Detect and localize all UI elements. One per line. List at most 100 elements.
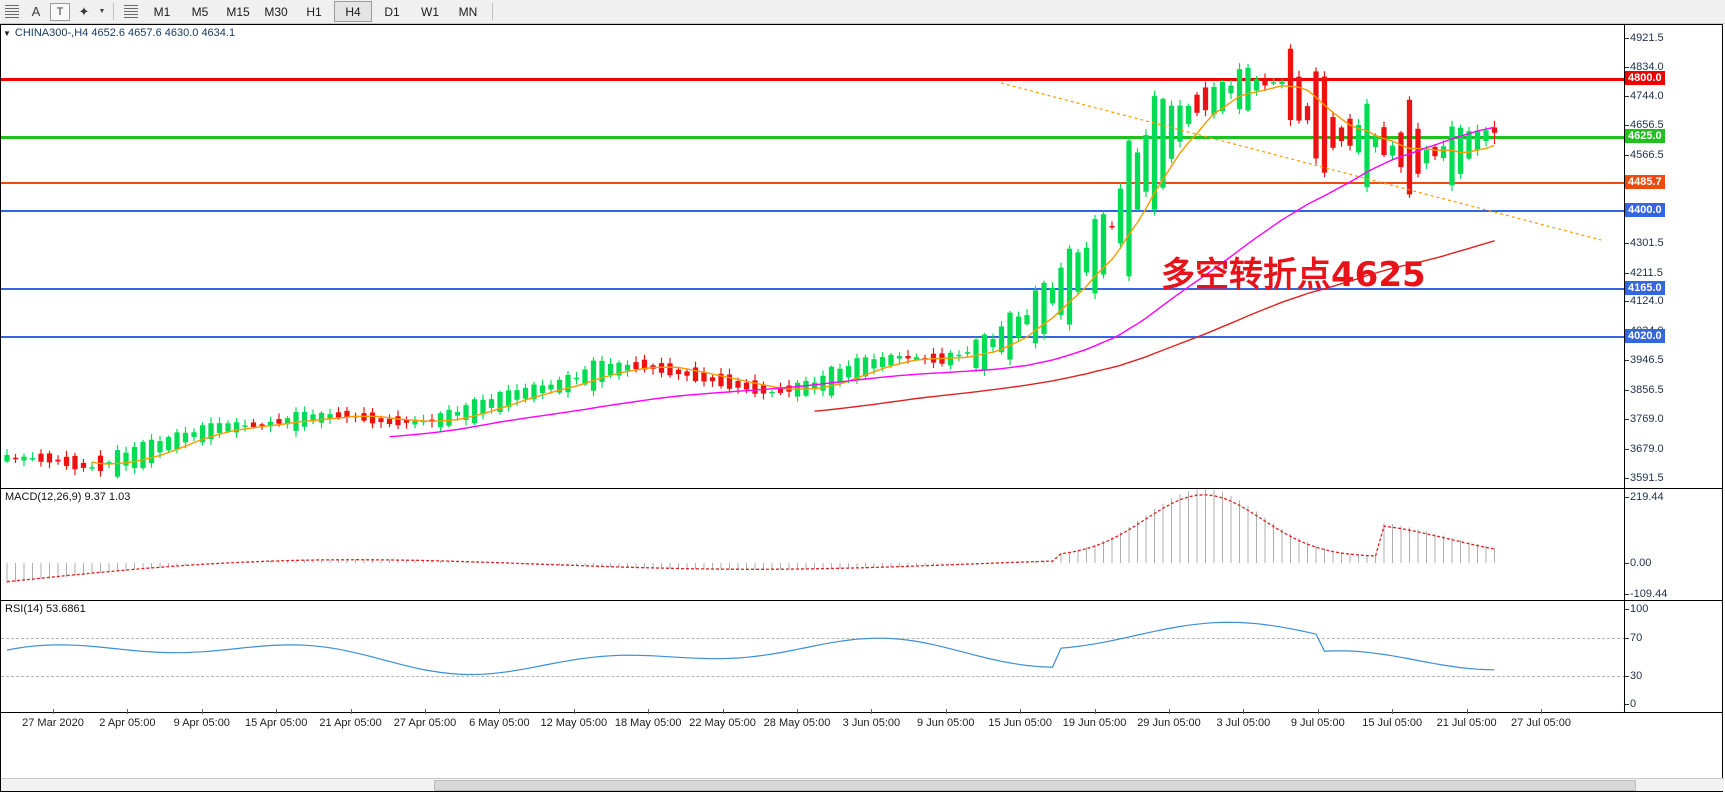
periodicity-icon[interactable]: [119, 1, 143, 22]
time-tick: 3 Jun 05:00: [842, 717, 901, 729]
price-level-label[interactable]: 4400.0: [1625, 203, 1665, 218]
timeframe-m1[interactable]: M1: [153, 4, 171, 19]
price-level-label[interactable]: 4625.0: [1625, 128, 1665, 143]
price-level-label[interactable]: 4165.0: [1625, 280, 1665, 295]
timeframe-mn[interactable]: MN: [458, 4, 478, 19]
time-tick: 28 May 05:00: [763, 717, 831, 729]
price-level-line-support-2[interactable]: [1, 210, 1625, 213]
time-tick-mark: [1541, 709, 1542, 714]
time-tick-mark: [871, 709, 873, 714]
price-level-line-support-3[interactable]: [1, 287, 1625, 290]
price-tick: 4656.5: [1625, 119, 1664, 132]
time-tick-mark: [127, 709, 129, 714]
time-tick: 27 Jul 05:00: [1511, 717, 1571, 729]
time-tick-mark: [350, 709, 352, 714]
time-tick: 12 May 05:00: [540, 717, 608, 729]
price-tick: 4566.5: [1625, 149, 1664, 162]
rsi-plot-area[interactable]: [1, 601, 1625, 712]
price-tick: 4744.0: [1625, 90, 1664, 103]
macd-panel[interactable]: MACD(12,26,9) 9.37 1.03 219.44 0.00 -109.4…: [1, 489, 1722, 601]
symbol-info-bar[interactable]: ▼ CHINA300-,H4 4652.6 4657.6 4630.0 4634…: [3, 27, 235, 39]
macd-plot-area[interactable]: [1, 489, 1625, 600]
chevron-down-icon[interactable]: ▼: [98, 8, 106, 15]
time-tick-mark: [648, 709, 650, 714]
timeframe-m15[interactable]: M15: [226, 4, 250, 19]
time-tick-mark: [276, 709, 278, 714]
price-panel[interactable]: ▼ CHINA300-,H4 4652.6 4657.6 4630.0 4634…: [1, 25, 1722, 489]
toolbar: A T ✦ ▼ M1 M5 M15 M30 H1 H4 D1 W1 MN: [0, 0, 1725, 24]
time-tick: 22 May 05:00: [689, 717, 756, 729]
text-label-glyph: T: [50, 2, 70, 21]
price-level-label[interactable]: 4485.7: [1625, 174, 1665, 189]
timeframe-w1[interactable]: W1: [421, 4, 439, 19]
time-axis-ticks: 27 Mar 2020 2 Apr 05:00 9 Apr 05:00 15 Apr …: [1, 709, 1625, 733]
time-tick: 19 Jun 05:00: [1062, 717, 1127, 729]
rsi-tick: 100: [1624, 603, 1649, 615]
rsi-level-70: [1, 637, 1625, 639]
price-tick: 3856.5: [1625, 383, 1664, 396]
price-level-label[interactable]: 4800.0: [1625, 70, 1665, 85]
time-tick: 15 Jul 05:00: [1362, 717, 1423, 729]
time-tick-mark: [499, 709, 501, 714]
timeframe-d1[interactable]: D1: [384, 4, 400, 19]
macd-tick: -109.44: [1624, 588, 1668, 600]
time-tick: 6 May 05:00: [469, 717, 530, 729]
macd-tick: 0.00: [1624, 557, 1652, 570]
timeframe-h4[interactable]: H4: [334, 1, 372, 22]
macd-label: MACD(12,26,9) 9.37 1.03: [5, 491, 131, 503]
timeframe-group: M1 M5 M15 M30 H1 H4 D1 W1 MN: [143, 1, 487, 22]
time-axis-panel[interactable]: 27 Mar 2020 2 Apr 05:00 9 Apr 05:00 15 Apr …: [1, 709, 1724, 791]
macd-y-axis: 219.44 0.00 -109.44: [1624, 489, 1722, 600]
rsi-y-axis: 100 70 30 0: [1624, 601, 1722, 712]
time-tick-mark: [1094, 709, 1096, 714]
price-level-line-support-1[interactable]: [1, 181, 1625, 184]
text-tool-icon[interactable]: A: [31, 4, 41, 19]
rsi-level-30: [1, 675, 1625, 677]
time-tick: 21 Apr 05:00: [319, 717, 382, 729]
chart-frame[interactable]: ▼ CHINA300-,H4 4652.6 4657.6 4630.0 4634…: [0, 24, 1724, 792]
price-tick: 4301.5: [1625, 236, 1664, 249]
time-tick-mark: [53, 709, 54, 714]
time-tick: 15 Apr 05:00: [244, 717, 308, 729]
price-plot-area[interactable]: 多空转折点4625: [1, 25, 1625, 488]
price-tick: 4921.5: [1625, 31, 1664, 44]
timeframe-h1[interactable]: H1: [306, 4, 322, 19]
horizontal-scrollbar[interactable]: [1, 778, 1724, 791]
time-tick: 9 Jun 05:00: [917, 717, 975, 729]
price-level-label[interactable]: 4020.0: [1625, 328, 1665, 343]
time-tick: 21 Jul 05:00: [1436, 717, 1497, 729]
toolbar-divider-2: [492, 3, 493, 20]
time-tick: 27 Apr 05:00: [393, 717, 457, 729]
symbol-info-text: CHINA300-,H4 4652.6 4657.6 4630.0 4634.1: [14, 27, 236, 39]
timeframe-m5[interactable]: M5: [191, 4, 209, 19]
price-level-line-support-4[interactable]: [1, 335, 1625, 338]
time-tick: 9 Jul 05:00: [1290, 717, 1345, 729]
scrollbar-thumb[interactable]: [434, 780, 1636, 791]
rsi-label: RSI(14) 53.6861: [5, 603, 86, 615]
price-tick: 3679.0: [1625, 442, 1664, 455]
time-tick-mark: [1392, 709, 1394, 714]
time-tick-mark: [1317, 709, 1319, 714]
chevron-down-icon[interactable]: ▼: [3, 28, 11, 38]
time-tick-mark: [797, 709, 798, 714]
chart-template-icon[interactable]: [0, 1, 24, 22]
objects-icon[interactable]: ✦: [78, 3, 90, 19]
time-tick-mark: [722, 709, 724, 714]
time-tick: 3 Jul 05:00: [1216, 717, 1271, 729]
price-level-line-resistance[interactable]: [1, 77, 1625, 81]
time-tick-mark: [573, 709, 575, 714]
chart-annotation-text[interactable]: 多空转折点4625: [1161, 255, 1426, 295]
timeframe-m30[interactable]: M30: [264, 4, 288, 19]
price-tick: 3946.5: [1625, 354, 1664, 367]
price-tick: 4124.0: [1625, 295, 1664, 308]
time-tick-mark: [1169, 709, 1170, 714]
time-tick-mark: [201, 709, 203, 714]
rsi-panel[interactable]: RSI(14) 53.6861 100 70 30 0: [1, 601, 1722, 713]
time-tick: 15 Jun 05:00: [988, 717, 1052, 729]
price-level-line-pivot[interactable]: [1, 135, 1625, 139]
text-label-icon[interactable]: T: [48, 1, 72, 22]
time-tick-mark: [425, 709, 426, 714]
rsi-tick: 70: [1624, 631, 1643, 644]
price-y-axis[interactable]: 4921.54834.04744.04656.54566.54479.04389…: [1624, 25, 1722, 488]
